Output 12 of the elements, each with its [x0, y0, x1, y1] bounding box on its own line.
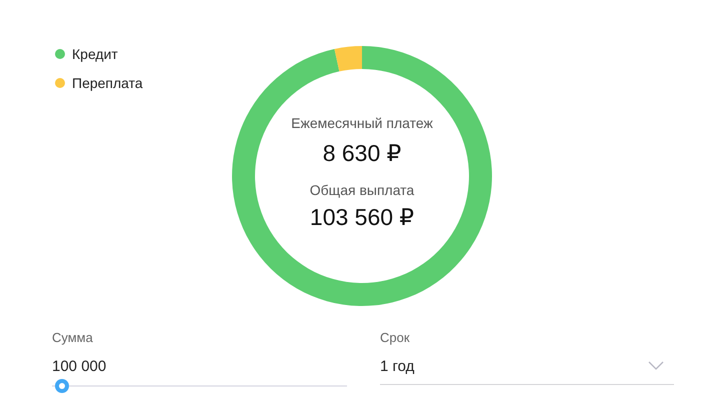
text: Ежемесячный платеж	[291, 115, 434, 131]
legend-label: Кредит	[72, 46, 118, 62]
text: Срок	[380, 330, 410, 345]
text: 1 год	[380, 358, 415, 375]
donut-slice	[232, 46, 492, 306]
text: Общая выплата	[310, 182, 414, 198]
donut-slice	[334, 46, 362, 72]
legend-label: Переплата	[72, 75, 143, 91]
text: 8 630 ₽	[322, 140, 402, 166]
text: 103 560 ₽	[310, 204, 414, 230]
text: 100 000	[52, 358, 106, 375]
text: Сумма	[52, 330, 94, 345]
